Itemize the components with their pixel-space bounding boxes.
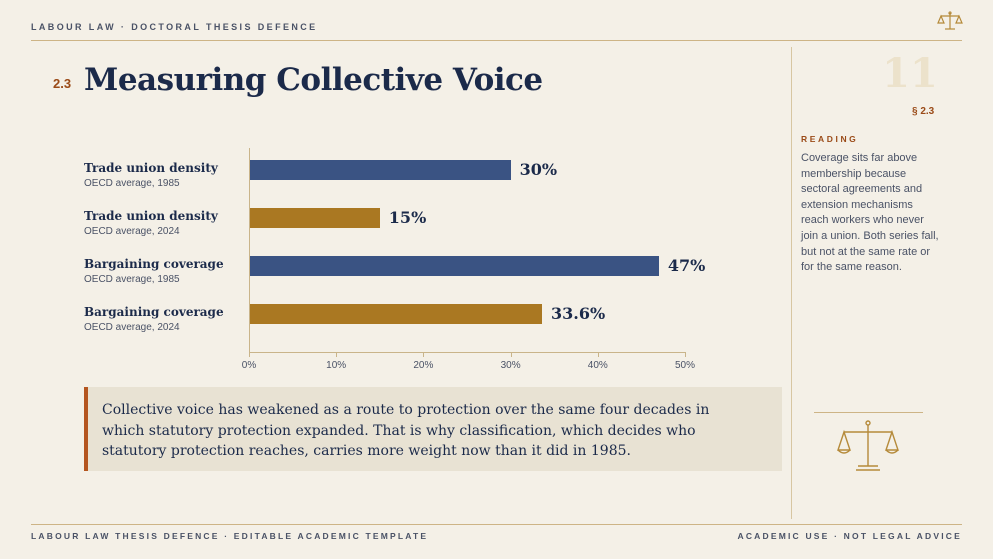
x-tick <box>336 352 338 357</box>
x-tick <box>510 352 512 357</box>
bar <box>250 160 511 180</box>
x-tick-label: 50% <box>674 360 695 371</box>
bar <box>250 208 380 228</box>
category-label: Trade union density <box>84 161 218 175</box>
x-tick-label: 40% <box>587 360 608 371</box>
category-sublabel: OECD average, 1985 <box>84 274 180 285</box>
x-tick <box>249 352 250 357</box>
x-tick-label: 0% <box>241 360 257 371</box>
bottom-rule <box>31 524 962 525</box>
sidebar-rule <box>814 412 923 413</box>
x-tick-label: 10% <box>326 360 347 371</box>
bar <box>250 256 659 276</box>
bar-value-label: 47% <box>667 256 706 275</box>
category-label: Bargaining coverage <box>84 305 224 319</box>
page-title: Measuring Collective Voice <box>84 62 543 98</box>
sidebar-divider <box>791 47 792 519</box>
x-tick <box>423 352 425 357</box>
x-tick <box>685 352 686 357</box>
y-axis-line <box>249 148 250 352</box>
bar-value-label: 33.6% <box>550 304 606 323</box>
x-tick-label: 30% <box>500 360 521 371</box>
footer-left: LABOUR LAW THESIS DEFENCE · EDITABLE ACA… <box>31 531 429 541</box>
x-axis-line <box>249 352 685 353</box>
category-label: Trade union density <box>84 209 218 223</box>
header-kicker: LABOUR LAW · DOCTORAL THESIS DEFENCE <box>31 22 318 32</box>
reading-heading: READING <box>801 134 859 144</box>
category-sublabel: OECD average, 1985 <box>84 178 180 189</box>
bar <box>250 304 542 324</box>
scales-of-justice-icon <box>937 11 963 30</box>
section-number: 2.3 <box>53 76 72 91</box>
page-number: 11 <box>882 50 938 97</box>
reading-text: Coverage sits far above membership becau… <box>801 152 939 274</box>
category-label: Bargaining coverage <box>84 257 224 271</box>
bar-value-label: 15% <box>388 208 427 227</box>
top-rule <box>31 40 962 41</box>
category-sublabel: OECD average, 2024 <box>84 226 180 237</box>
scales-of-justice-icon <box>837 420 899 471</box>
bar-chart: Trade union density OECD average, 1985 30%… <box>84 148 706 371</box>
callout-text: Collective voice has weakened as a route… <box>102 402 710 459</box>
bar-value-label: 30% <box>519 160 558 179</box>
section-reference: § 2.3 <box>912 106 935 117</box>
x-tick-label: 20% <box>413 360 434 371</box>
category-sublabel: OECD average, 2024 <box>84 322 180 333</box>
callout-box: Collective voice has weakened as a route… <box>84 387 782 471</box>
footer-right: ACADEMIC USE · NOT LEGAL ADVICE <box>737 531 962 541</box>
x-tick <box>597 352 599 357</box>
